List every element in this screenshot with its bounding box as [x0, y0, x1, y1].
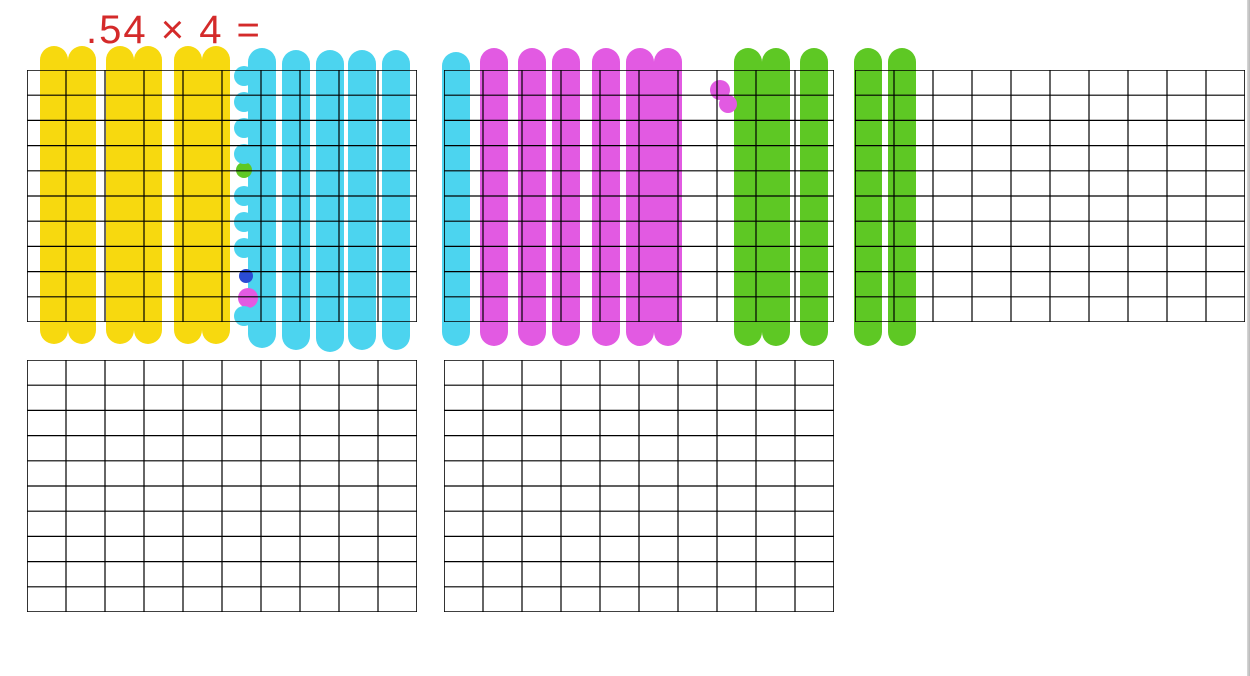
hundred-grid-g2 [444, 70, 834, 322]
hundred-grid-g3 [855, 70, 1245, 322]
hundred-grid-g4 [27, 360, 417, 612]
canvas: .54 × 4 = [0, 0, 1250, 676]
grids-host [0, 0, 1250, 676]
hundred-grid-g5 [444, 360, 834, 612]
hundred-grid-g1 [27, 70, 417, 322]
